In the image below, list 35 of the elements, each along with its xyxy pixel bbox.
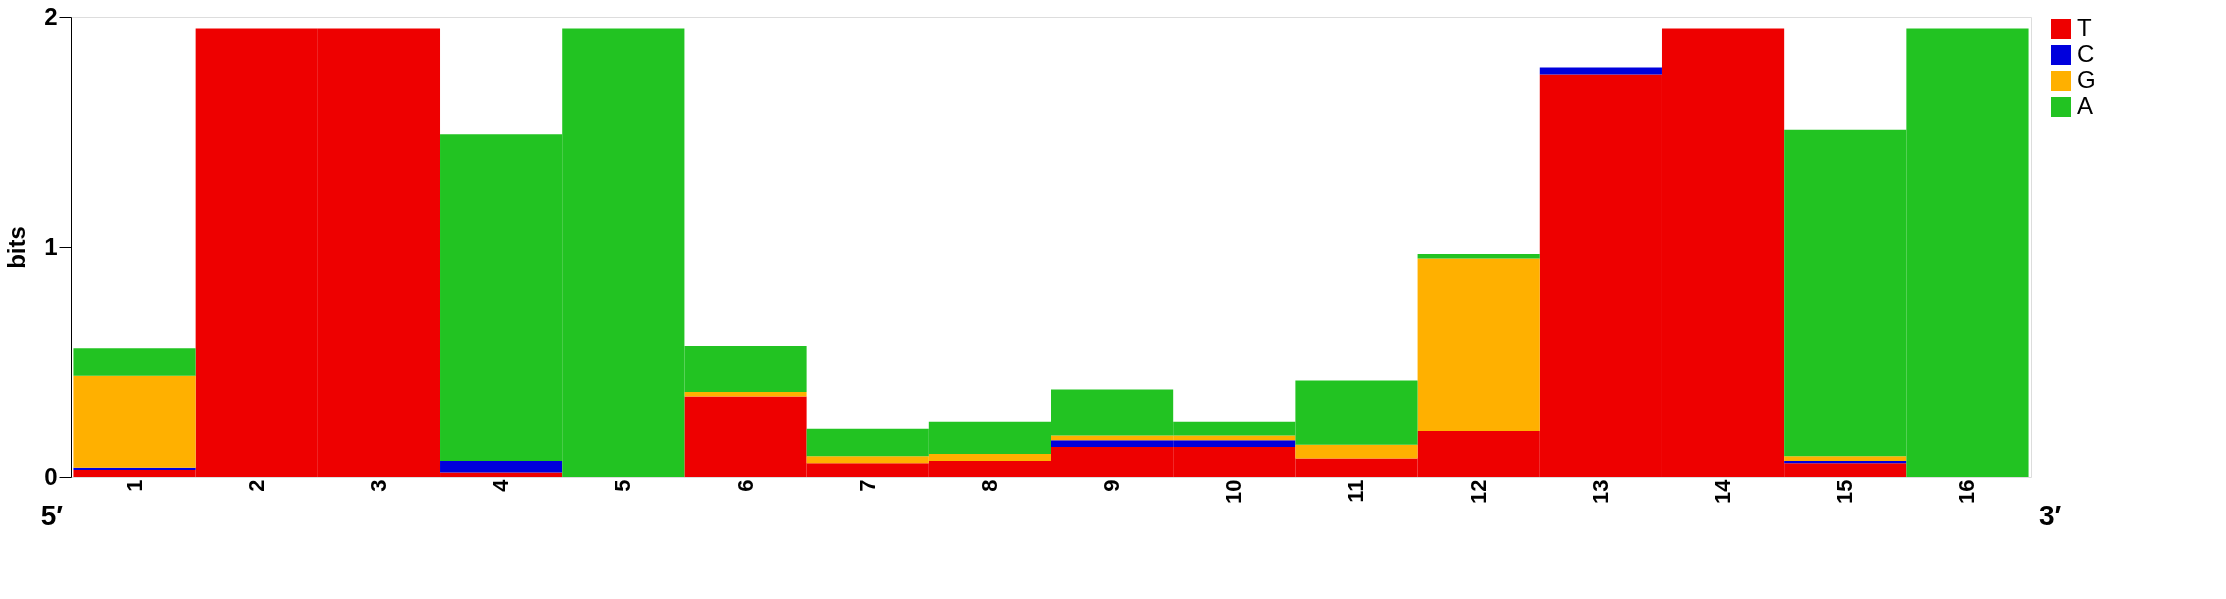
- y-tick-label: 2: [44, 2, 58, 30]
- x-tick-label: 2: [243, 479, 269, 492]
- x-tick-label: 1: [121, 479, 147, 492]
- y-axis-title: bits: [3, 226, 31, 269]
- x-tick-label: 15: [1832, 479, 1858, 504]
- legend-label: G: [2077, 66, 2096, 93]
- bar: [1417, 253, 1540, 259]
- x-tick-label: 4: [488, 478, 514, 492]
- x-tick-label: 9: [1099, 479, 1125, 492]
- x-tick-label: 11: [1343, 479, 1369, 503]
- x-tick-label: 14: [1710, 478, 1736, 504]
- y-tick-label: 0: [44, 462, 58, 490]
- bar: [1539, 67, 1662, 75]
- x-tick-label: 16: [1954, 479, 1980, 504]
- legend-label: A: [2077, 92, 2094, 119]
- bar: [684, 391, 807, 397]
- legend-label: C: [2077, 40, 2095, 67]
- bar: [1295, 444, 1418, 459]
- x-tick-label: 8: [976, 479, 1002, 492]
- x-tick-label: 12: [1465, 479, 1491, 504]
- x-tick-label: 5: [610, 479, 636, 492]
- x-tick-label: 13: [1587, 479, 1613, 504]
- x-tick-label: 6: [732, 479, 758, 492]
- bar: [73, 375, 196, 468]
- legend-label: T: [2077, 14, 2092, 41]
- bar: [73, 348, 196, 376]
- text: 5′: [40, 500, 64, 531]
- x-tick-label: 3: [365, 479, 391, 492]
- x-tick-label: 7: [854, 479, 880, 492]
- bar: [1784, 456, 1907, 461]
- text: 3′: [2039, 500, 2062, 531]
- bar: [1417, 258, 1540, 431]
- bar: [440, 460, 563, 473]
- x-tick-label: 10: [1221, 479, 1247, 504]
- y-tick-label: 1: [44, 232, 58, 260]
